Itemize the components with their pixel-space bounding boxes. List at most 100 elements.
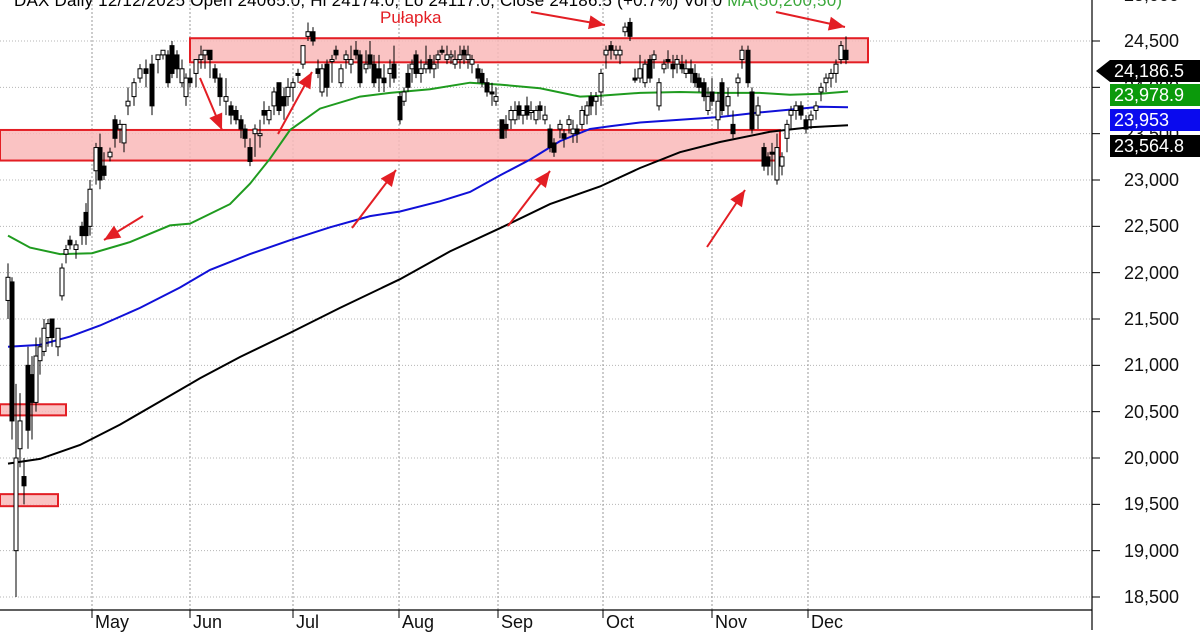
candle-body <box>570 128 576 135</box>
candle-body <box>261 110 267 116</box>
candle-body <box>125 100 131 107</box>
candle-body <box>242 128 248 139</box>
y-tick-label: 23,000 <box>1124 170 1180 190</box>
candle-body <box>679 63 685 70</box>
candle-body <box>435 54 441 61</box>
candle-body <box>29 374 35 403</box>
candle-body <box>305 31 311 37</box>
candle-body <box>584 105 590 116</box>
candle-body <box>217 77 223 98</box>
candle-body <box>238 119 244 130</box>
y-tick-label: 21,500 <box>1124 309 1180 329</box>
candle-body <box>397 96 403 121</box>
annotation-arrows <box>103 11 846 248</box>
candle-body <box>632 77 638 81</box>
zones <box>0 37 869 508</box>
candle-body <box>117 123 123 130</box>
candle-body <box>223 96 229 102</box>
price-label-ma-green: 23,978.9 <box>1110 84 1200 106</box>
candle-body <box>557 123 563 130</box>
candle-body <box>439 49 445 53</box>
candle-body <box>779 156 785 167</box>
ma-line <box>7 124 849 465</box>
price-label-last-close: 24,186.5 <box>1110 60 1200 82</box>
candle-body <box>5 276 11 301</box>
candle-body <box>637 68 643 79</box>
candle-body <box>642 63 648 84</box>
candle-body <box>187 77 193 84</box>
candle-body <box>528 110 534 113</box>
candle-body <box>813 105 819 112</box>
chart-header: DAX Daily 12/12/2025 Open 24065.0, Hi 24… <box>14 0 842 11</box>
arrow-head-icon <box>104 225 122 240</box>
candle-body <box>613 49 619 56</box>
candle-body <box>524 105 530 116</box>
y-tick-label: 24,500 <box>1124 31 1180 51</box>
arrow-head-icon <box>730 190 745 208</box>
candle-body <box>252 128 258 135</box>
candle-body <box>281 96 287 107</box>
gridlines <box>0 0 1100 618</box>
arrow-head-icon <box>827 16 845 31</box>
x-tick-label: Aug <box>402 612 435 632</box>
arrow-head-icon <box>209 112 223 130</box>
price-pointer-icon <box>1096 60 1110 82</box>
candle-body <box>17 420 23 450</box>
candle-body <box>137 68 143 79</box>
candle-body <box>508 110 514 121</box>
candle-body <box>705 96 711 111</box>
candle-body <box>179 68 185 84</box>
candle-body <box>749 91 755 130</box>
ma-line <box>7 81 849 256</box>
candle-body <box>247 147 253 162</box>
candle-body <box>391 63 397 79</box>
y-tick-label: 21,000 <box>1124 355 1180 376</box>
candle-body <box>784 123 790 139</box>
y-tick-label: 18,500 <box>1124 587 1180 607</box>
candle-body <box>300 45 306 65</box>
candle-body <box>709 91 715 102</box>
candle-body <box>37 346 43 362</box>
candle-body <box>353 49 359 56</box>
ma-line <box>7 105 849 348</box>
y-tick-label: 25,000 <box>1124 0 1179 5</box>
candle-body <box>833 63 839 74</box>
candle-body <box>617 49 623 56</box>
candle-body <box>608 45 614 51</box>
candle-body <box>755 105 761 116</box>
candle-body <box>745 49 751 84</box>
candle-body <box>413 54 419 74</box>
candle-body <box>271 91 277 107</box>
candle-body <box>295 72 301 76</box>
zone-support-low-1 <box>0 403 67 417</box>
candle-body <box>33 355 39 403</box>
candle-body <box>21 476 27 487</box>
candle-body <box>838 45 844 61</box>
candle-body <box>25 364 31 431</box>
candle-body <box>79 225 85 237</box>
candle-body <box>338 68 344 84</box>
candle-body <box>59 267 65 297</box>
candle-body <box>448 54 454 58</box>
candle-body <box>542 114 548 121</box>
candle-body <box>13 457 19 552</box>
candle-body <box>793 105 799 112</box>
trap-label: Pułapka <box>380 8 442 27</box>
candle-body <box>622 26 628 33</box>
header-info: DAX Daily 12/12/2025 Open 24065.0, Hi 24… <box>14 0 728 10</box>
candle-body <box>465 54 471 61</box>
candle-body <box>765 156 771 167</box>
candle-body <box>87 188 93 227</box>
candle-body <box>112 119 118 139</box>
candle-body <box>725 96 731 107</box>
candle-body <box>730 123 736 135</box>
candle-body <box>418 68 424 74</box>
candle-body <box>233 110 239 121</box>
candle-body <box>670 63 676 70</box>
candle-body <box>823 77 829 84</box>
y-tick-label: 20,000 <box>1124 448 1180 468</box>
zone-support-middle <box>0 128 781 162</box>
candle-body <box>479 72 485 84</box>
candle-body <box>107 151 113 158</box>
